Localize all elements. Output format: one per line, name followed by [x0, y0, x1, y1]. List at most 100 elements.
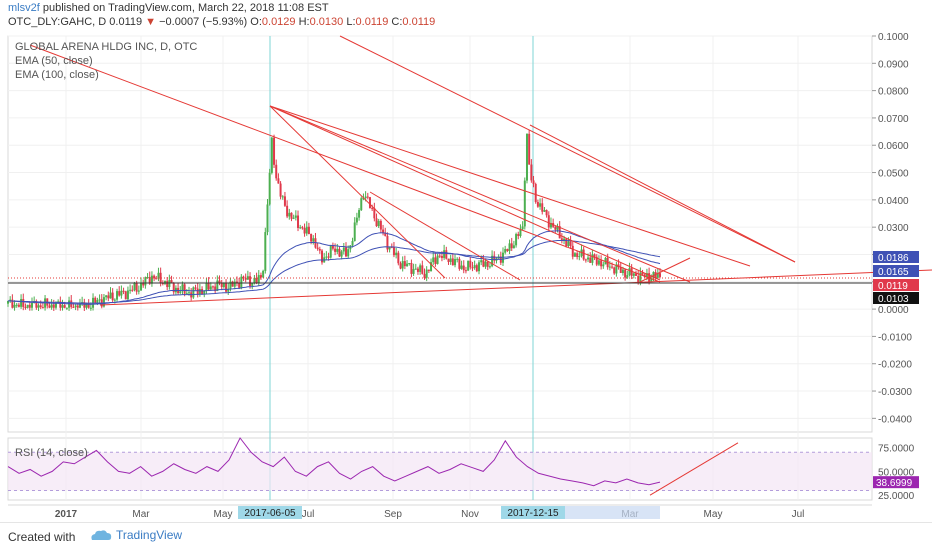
- candle-body: [432, 257, 435, 263]
- candle-body: [645, 273, 648, 278]
- candle-body: [416, 268, 419, 272]
- candle-body: [164, 281, 167, 284]
- candle-body: [137, 290, 140, 292]
- candle-body: [242, 276, 245, 278]
- candle-body: [129, 289, 132, 291]
- publish-text: published on TradingView.com, March 22, …: [39, 2, 329, 14]
- candle-body: [111, 292, 114, 301]
- price-change: −0.0007 (−5.93%): [159, 16, 248, 28]
- ema50-label[interactable]: EMA (50, close): [15, 55, 93, 67]
- candle-body: [425, 269, 428, 278]
- high-label: H:: [298, 16, 310, 28]
- candle-body: [334, 248, 337, 252]
- candle-body: [554, 226, 557, 230]
- trend-line: [99, 269, 932, 306]
- candle-body: [545, 210, 548, 216]
- x-tick-label: Jul: [792, 509, 805, 520]
- price-label: 0.0103: [878, 294, 909, 305]
- candle-body: [480, 260, 483, 263]
- candle-body: [203, 290, 206, 295]
- candle-body: [185, 293, 188, 295]
- candle-body: [279, 183, 282, 197]
- candle-body: [344, 247, 347, 257]
- price-label-box: [873, 251, 919, 263]
- candle-body: [327, 256, 330, 258]
- candle-body: [608, 266, 611, 268]
- candle-body: [340, 251, 343, 257]
- y-tick-label: 0.0800: [878, 87, 909, 98]
- candle-body: [379, 220, 382, 230]
- candle-body: [423, 273, 426, 278]
- candle-body: [231, 281, 234, 287]
- candle-body: [61, 305, 64, 308]
- candle-body: [124, 291, 127, 300]
- highlight-date-box: [501, 506, 565, 519]
- candle-body: [419, 265, 422, 272]
- candle-body: [292, 217, 295, 219]
- candle-body: [628, 268, 631, 276]
- trend-line: [269, 105, 691, 283]
- candle-body: [443, 250, 446, 258]
- candle-body: [22, 299, 25, 307]
- candle-body: [201, 289, 204, 295]
- candle-body: [532, 180, 535, 184]
- candle-body: [482, 260, 485, 267]
- price-chart[interactable]: 0.1000 0.0900 0.0800 0.0700 0.0600 0.0500 0.04…: [0, 0, 932, 522]
- candle-body: [430, 262, 433, 271]
- candle-body: [262, 270, 265, 278]
- candle-body: [290, 212, 293, 219]
- x-tick-label: 2017: [55, 509, 78, 520]
- candle-body: [24, 306, 27, 308]
- candle-body: [214, 286, 217, 292]
- candle-body: [637, 275, 640, 283]
- y-tick-label: -0.0400: [878, 414, 912, 425]
- candle-body: [11, 299, 14, 308]
- candle-body: [536, 202, 539, 207]
- rsi-value-label: 38.6999: [876, 478, 913, 489]
- quote-line: OTC_DLY:GAHC, D 0.0119 ▼ −0.0007 (−5.93%…: [8, 16, 435, 28]
- candle-body: [525, 133, 528, 181]
- candle-body: [211, 286, 214, 288]
- candle-body: [530, 164, 533, 181]
- candle-body: [386, 235, 389, 250]
- candle-body: [573, 253, 576, 257]
- candle-body: [240, 276, 243, 288]
- candle-body: [342, 247, 345, 252]
- candle-body: [281, 196, 284, 198]
- trend-line: [369, 191, 521, 281]
- ema100-label[interactable]: EMA (100, close): [15, 69, 99, 81]
- y-tick-label: 0.0700: [878, 114, 909, 125]
- candle-body: [255, 277, 258, 283]
- candle-body: [355, 217, 358, 223]
- tradingview-logo[interactable]: TradingView: [90, 528, 182, 542]
- candle-body: [39, 305, 42, 308]
- high-value: 0.0130: [309, 16, 344, 28]
- candle-body: [506, 249, 509, 251]
- candle-body: [283, 196, 286, 206]
- candle-body: [338, 248, 341, 257]
- candle-body: [434, 257, 437, 264]
- candle-body: [148, 277, 151, 284]
- author-name[interactable]: mlsv2f: [8, 2, 40, 14]
- brand-name: TradingView: [116, 528, 183, 542]
- candle-body: [462, 265, 465, 271]
- candle-body: [307, 226, 310, 234]
- candle-body: [351, 241, 354, 246]
- candle-body: [528, 133, 531, 165]
- candle-body: [478, 262, 481, 272]
- rsi-legend[interactable]: RSI (14, close): [15, 447, 88, 459]
- y-tick-label: 0.1000: [878, 32, 909, 43]
- candle-body: [270, 137, 273, 173]
- candle-body: [268, 172, 271, 205]
- y-tick-label: 0.0400: [878, 196, 909, 207]
- candle-body: [209, 286, 212, 290]
- candle-body: [157, 272, 160, 279]
- candle-body: [364, 196, 367, 199]
- candle-body: [183, 284, 186, 294]
- candle-body: [591, 254, 594, 263]
- candle-body: [541, 203, 544, 212]
- trend-line: [639, 257, 691, 283]
- candle-body: [549, 222, 552, 228]
- candle-body: [102, 297, 105, 307]
- candle-body: [643, 274, 646, 278]
